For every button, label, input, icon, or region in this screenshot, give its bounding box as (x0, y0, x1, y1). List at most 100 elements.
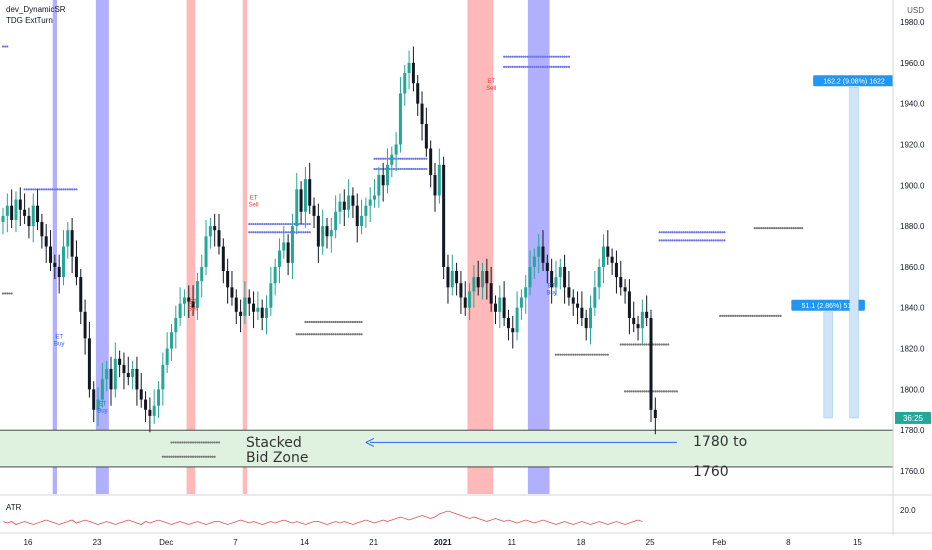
sr-dot (643, 343, 646, 346)
sr-dot (630, 390, 633, 393)
sr-dot (341, 320, 344, 324)
sr-dot (325, 320, 329, 324)
candle-body (610, 256, 614, 263)
measure-tag-bg (813, 75, 893, 87)
candle-body (10, 205, 14, 220)
sr-dot (522, 65, 525, 68)
sr-dot (686, 231, 689, 234)
sr-dot (734, 314, 737, 317)
sr-dot (211, 441, 214, 444)
zone-label-line2: Bid Zone (246, 450, 308, 466)
candle-body (502, 297, 506, 318)
signal-band (242, 0, 248, 494)
sr-dot-level (503, 65, 571, 68)
sr-dot (384, 167, 387, 171)
sr-dot (576, 353, 579, 356)
sr-dot-level (753, 227, 804, 230)
sr-dot (349, 333, 352, 336)
candle-body (351, 195, 355, 206)
sr-dot (550, 55, 553, 58)
sr-dot (261, 222, 264, 226)
sr-dot (252, 222, 255, 226)
sr-dot (32, 188, 35, 191)
sr-dot (777, 314, 780, 317)
sr-dot (170, 455, 173, 458)
candle-body (66, 230, 70, 247)
sr-dot (695, 231, 698, 234)
sr-dot (533, 55, 536, 58)
candle-body (87, 338, 91, 390)
sr-dot (213, 455, 216, 458)
sr-dot (62, 188, 65, 191)
sr-dot-level (1, 292, 13, 295)
x-tick-label: 7 (233, 538, 238, 547)
sr-dot (196, 441, 199, 444)
x-tick-label: 21 (369, 538, 378, 547)
last-price-tag: 36:25 (895, 411, 931, 424)
sr-dot (710, 239, 713, 242)
sr-dot (673, 239, 676, 242)
sr-dot (295, 333, 298, 336)
sr-dot (271, 222, 275, 226)
candle-body (532, 256, 536, 267)
sr-dot (537, 65, 540, 68)
sr-dot (191, 441, 195, 444)
sr-dot (198, 441, 201, 444)
sr-dot (639, 343, 642, 346)
candle-body (174, 317, 178, 333)
candle-body (459, 283, 463, 298)
y-tick-label: 1800.0 (900, 385, 925, 394)
sr-dot (293, 231, 296, 234)
x-tick-label: 8 (786, 538, 791, 547)
sr-dot (675, 239, 679, 242)
candle-body (424, 124, 428, 149)
candle-body (1, 215, 5, 223)
sr-dot (636, 343, 640, 346)
candle-body (385, 164, 389, 186)
signal-label-bottom: Buy (97, 409, 107, 415)
candle-body (606, 246, 610, 257)
sr-dot-level (373, 167, 428, 171)
candle-body (476, 277, 480, 288)
candle-body (506, 317, 510, 329)
candle-body (126, 373, 130, 378)
sr-dot (557, 353, 560, 356)
sr-dot (347, 320, 350, 324)
x-tick-label: 2021 (434, 538, 452, 547)
candle-body (144, 399, 148, 410)
sr-dot-level (304, 320, 363, 324)
candle-body (109, 368, 113, 390)
measure-tag-text: 51.1 (2.86%) 511 (802, 303, 855, 310)
sr-dot (278, 222, 281, 226)
sr-dot (323, 333, 326, 336)
sr-dot (425, 157, 428, 160)
sr-dot (172, 441, 175, 444)
sr-dot (591, 353, 594, 356)
sr-dot (185, 441, 188, 444)
candle-body (308, 179, 312, 206)
sr-dot (641, 390, 644, 393)
sr-dot (66, 188, 69, 191)
sr-dot (353, 333, 357, 336)
sr-dot (764, 227, 767, 230)
candle-body (342, 201, 346, 210)
sr-dot (284, 222, 288, 226)
sr-dot (561, 55, 564, 58)
sr-dot (6, 45, 9, 48)
sr-dot (632, 390, 635, 393)
sr-dot (196, 455, 199, 458)
sr-dot (200, 441, 203, 444)
candle-body (485, 270, 489, 284)
sr-dot-level (1, 45, 9, 48)
sr-dot (582, 353, 586, 356)
measure-tag: 51.1 (2.86%) 511 (791, 299, 865, 311)
sr-dot (747, 314, 750, 317)
sr-dot (541, 55, 545, 58)
candle-body (645, 311, 649, 318)
sr-dot (1, 292, 5, 295)
candle-body (152, 405, 156, 416)
sr-dot (721, 239, 724, 242)
sr-dot (755, 227, 758, 230)
candle-body (286, 242, 290, 263)
sr-dot (71, 188, 74, 191)
